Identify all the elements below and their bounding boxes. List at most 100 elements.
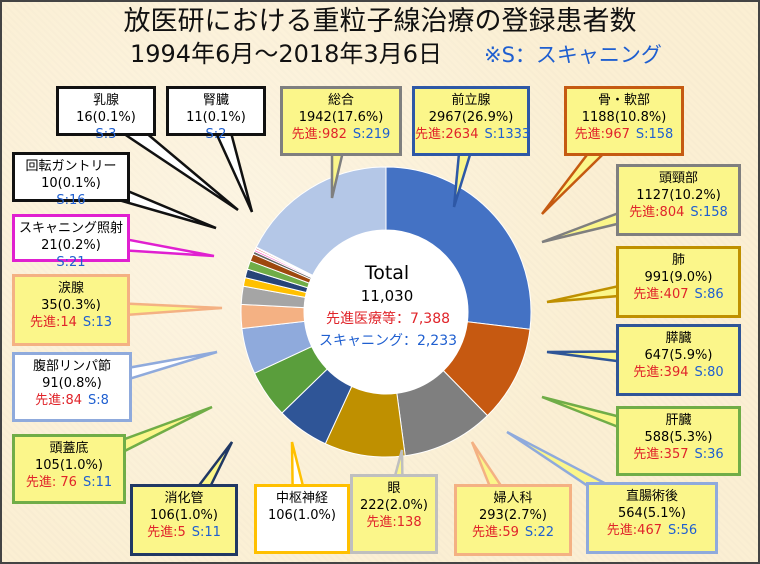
callout-count: 1188(10.8%) <box>581 110 667 125</box>
callout-scanning: S:80 <box>694 365 724 380</box>
callout-name: 直腸術後 <box>625 489 678 504</box>
callout-name: 肝臓 <box>665 413 692 428</box>
callout-advanced: 先進:467 <box>606 523 662 538</box>
center-total-value: 11,030 <box>360 287 414 305</box>
callout-gi: 消化管 106(1.0%) 先進:5 S:11 <box>130 484 238 556</box>
callout-count: 106(1.0%) <box>268 508 336 523</box>
callout-scanning: S:11 <box>82 475 113 490</box>
callout-detail-row: 先進: 76 S:11 <box>15 474 123 491</box>
callout-detail-row: 先進:14 S:13 <box>15 314 127 331</box>
callout-lacrimal: 涙腺 35(0.3%) 先進:14 S:13 <box>12 274 130 346</box>
callout-detail-row: 先進:982 S:219 <box>283 126 399 143</box>
callout-detail-row: S:2 <box>169 126 263 143</box>
callout-count: 293(2.7%) <box>479 508 547 523</box>
callout-name: 頭蓋底 <box>49 441 89 456</box>
date-range: 1994年6月～2018年3月6日 <box>130 40 442 68</box>
callout-count: 564(5.1%) <box>618 506 686 521</box>
callout-count: 2967(26.9%) <box>428 110 514 125</box>
callout-name: 眼 <box>387 481 401 496</box>
callout-count: 10(0.1%) <box>41 176 101 191</box>
callout-name: 涙腺 <box>57 281 84 296</box>
callout-count: 222(2.0%) <box>360 498 428 513</box>
callout-scanning: S:86 <box>694 287 724 302</box>
callout-count: 647(5.9%) <box>644 348 713 363</box>
callout-count: 21(0.2%) <box>41 238 101 253</box>
callout-advanced: 先進:59 <box>471 525 519 540</box>
callout-scanning: S:36 <box>694 447 724 462</box>
callout-detail-row: 先進:59 S:22 <box>457 524 569 541</box>
callout-count: 16(0.1%) <box>76 110 136 125</box>
callout-name: 回転ガントリー <box>25 159 117 174</box>
callout-count: 991(9.0%) <box>644 270 713 285</box>
callout-scanning: S:1333 <box>484 127 531 142</box>
callout-detail-row: 先進:394 S:80 <box>619 364 738 381</box>
callout-detail-row: 先進:5 S:11 <box>133 524 235 541</box>
callout-gantry: 回転ガントリー 10(0.1%) S:16 <box>12 152 130 208</box>
callout-count: 1127(10.2%) <box>636 188 721 203</box>
callout-advanced: 先進:982 <box>291 127 347 142</box>
callout-name: 消化管 <box>164 491 204 506</box>
callout-name: 前立腺 <box>451 93 491 108</box>
callout-count: 91(0.8%) <box>42 376 102 391</box>
callout-advanced: 先進: 76 <box>25 475 77 490</box>
callout-count: 106(1.0%) <box>150 508 218 523</box>
callout-scanning: S:56 <box>668 523 698 538</box>
callout-name: 頭頸部 <box>658 171 698 186</box>
callout-count: 11(0.1%) <box>186 110 246 125</box>
center-scanning-count: スキャニング：2,233 <box>318 333 458 349</box>
callout-headneck: 頭頸部 1127(10.2%) 先進:804 S:158 <box>616 164 741 236</box>
callout-cns: 中枢神経 106(1.0%) <box>254 484 350 554</box>
callout-scanning: S:158 <box>635 127 674 142</box>
callout-detail-row: S:21 <box>15 254 127 271</box>
callout-kidney: 腎臓 11(0.1%) S:2 <box>166 86 266 142</box>
callout-scanning: S:3 <box>95 127 117 142</box>
callout-rectum: 直腸術後 564(5.1%) 先進:467 S:56 <box>586 482 718 554</box>
callout-name: 腎臓 <box>202 93 229 108</box>
scanning-note: ※S：スキャニング <box>484 43 662 67</box>
callout-detail-row: 先進:84 S:8 <box>15 392 129 409</box>
callout-scanning: S:8 <box>88 393 109 408</box>
callout-advanced: 先進:394 <box>633 365 689 380</box>
callout-scanning: S:158 <box>690 205 728 220</box>
callout-scanning: S:22 <box>524 525 555 540</box>
callout-detail-row: 先進:967 S:158 <box>567 126 681 143</box>
donut-hole <box>304 230 468 394</box>
callout-count: 35(0.3%) <box>41 298 101 313</box>
callout-name: 中枢神経 <box>275 491 328 506</box>
callout-detail-row: 先進:357 S:36 <box>619 446 738 463</box>
callout-advanced: 先進:407 <box>633 287 689 302</box>
callout-detail-row: 先進:2634 S:1333 <box>415 126 531 143</box>
callout-name: 膵臓 <box>665 331 692 346</box>
callout-scanning: S:13 <box>82 315 113 330</box>
callout-advanced: 先進:967 <box>574 127 630 142</box>
callout-advanced: 先進:804 <box>629 205 685 220</box>
callout-scanning: S:16 <box>56 193 86 208</box>
callout-advanced: 先進:357 <box>633 447 689 462</box>
callout-lung: 肺 991(9.0%) 先進:407 S:86 <box>616 246 741 318</box>
callout-detail-row: S:16 <box>15 192 127 209</box>
chart-title: 放医研における重粒子線治療の登録患者数 <box>123 6 637 37</box>
callout-gyn: 婦人科 293(2.7%) 先進:59 S:22 <box>454 484 572 556</box>
callout-name: 腹部リンパ節 <box>32 359 111 374</box>
callout-detail-row: 先進:138 <box>353 514 435 531</box>
callout-count: 105(1.0%) <box>35 458 103 473</box>
callout-skullbase: 頭蓋底 105(1.0%) 先進: 76 S:11 <box>12 434 126 504</box>
callout-detail-row: S:3 <box>59 126 153 143</box>
callout-sogo: 総合 1942(17.6%) 先進:982 S:219 <box>280 86 402 156</box>
center-total-label: Total <box>364 262 410 284</box>
callout-scanirr: スキャニング照射 21(0.2%) S:21 <box>12 214 130 270</box>
callout-name: スキャニング照射 <box>18 221 123 236</box>
callout-name: 骨・軟部 <box>597 93 650 108</box>
callout-scanning: S:219 <box>352 127 391 142</box>
callout-prostate: 前立腺 2967(26.9%) 先進:2634 S:1333 <box>412 86 530 156</box>
center-advanced-count: 先進医療等：7,388 <box>325 311 451 327</box>
callout-count: 1942(17.6%) <box>298 110 384 125</box>
callout-bone: 骨・軟部 1188(10.8%) 先進:967 S:158 <box>564 86 684 156</box>
callout-scanning: S:21 <box>56 255 86 270</box>
callout-breast: 乳腺 16(0.1%) S:3 <box>56 86 156 142</box>
callout-liver: 肝臓 588(5.3%) 先進:357 S:36 <box>616 406 741 476</box>
callout-pancreas: 膵臓 647(5.9%) 先進:394 S:80 <box>616 324 741 396</box>
callout-detail-row: 先進:804 S:158 <box>619 204 738 221</box>
callout-name: 乳腺 <box>92 93 119 108</box>
